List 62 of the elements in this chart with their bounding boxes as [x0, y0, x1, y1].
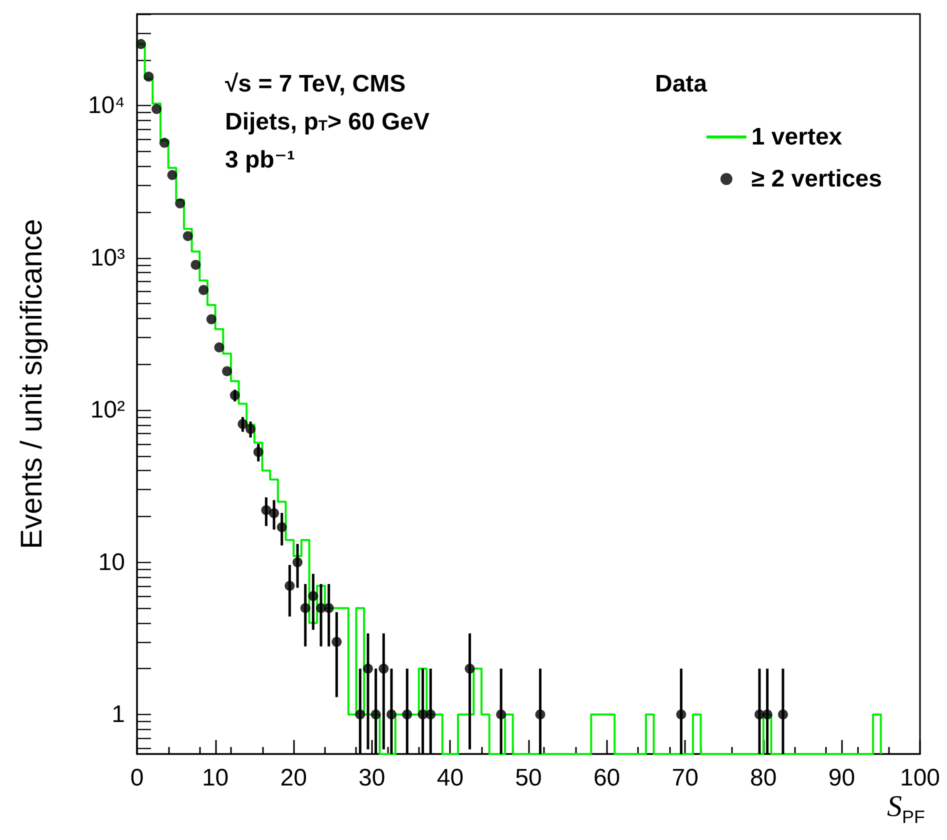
- x-tick-label: 30: [358, 764, 386, 792]
- point: [214, 342, 224, 352]
- point: [535, 709, 546, 720]
- point: [167, 170, 178, 180]
- y-tick-label: 10: [98, 548, 125, 576]
- point: [269, 508, 280, 518]
- point: [230, 390, 240, 400]
- point: [175, 198, 186, 208]
- x-tick-label: 70: [672, 764, 698, 792]
- y-tick-label: 1: [112, 700, 125, 728]
- x-tick-label: 50: [515, 764, 542, 792]
- point: [253, 447, 264, 458]
- point: [426, 709, 436, 720]
- x-tick-label: 0: [130, 764, 144, 792]
- point: [144, 72, 154, 82]
- point: [676, 709, 686, 720]
- point: [308, 591, 318, 602]
- x-tick-label: 80: [750, 764, 777, 792]
- x-tick-label: 40: [436, 764, 464, 792]
- point: [136, 39, 146, 50]
- point: [152, 104, 162, 114]
- point: [182, 231, 193, 242]
- annotation: Dijets, pT> 60 GeV: [225, 108, 430, 136]
- x-tick-label: 90: [828, 764, 856, 792]
- point: [496, 709, 506, 720]
- legend-title: Data: [655, 70, 708, 98]
- point: [332, 636, 342, 647]
- point: [402, 709, 412, 720]
- y-tick-label: 10²: [90, 396, 126, 424]
- point: [276, 522, 287, 532]
- point: [284, 580, 295, 591]
- legend-label: 1 vertex: [751, 124, 843, 150]
- y-tick-label: 10³: [90, 244, 126, 272]
- point: [261, 505, 272, 516]
- point: [378, 664, 389, 674]
- point: [386, 709, 396, 720]
- point: [222, 366, 232, 376]
- point: [292, 557, 303, 568]
- y-tick-label: 10⁴: [88, 92, 125, 120]
- point: [238, 418, 248, 429]
- point: [362, 664, 373, 674]
- annotation: 3 pb⁻¹: [225, 146, 296, 174]
- x-tick-label: 60: [593, 764, 620, 792]
- point: [159, 138, 170, 148]
- point: [355, 709, 366, 720]
- point: [300, 603, 310, 614]
- x-tick-label: 100: [900, 764, 940, 792]
- point: [778, 709, 788, 720]
- point: [464, 664, 475, 674]
- point: [206, 314, 216, 324]
- point: [370, 709, 381, 720]
- point: [198, 284, 209, 295]
- y-axis-title: Events / unit significance: [16, 218, 48, 550]
- x-tick-label: 20: [280, 764, 307, 792]
- annotation: √s = 7 TeV, CMS: [225, 70, 406, 98]
- point: [246, 424, 256, 434]
- point: [762, 709, 772, 720]
- x-axis-title: S$_{PF}$: [886, 790, 925, 828]
- point: [324, 603, 334, 614]
- legend-label: ≥ 2 vertices: [751, 166, 882, 192]
- x-tick-label: 10: [202, 764, 229, 792]
- point: [190, 260, 201, 270]
